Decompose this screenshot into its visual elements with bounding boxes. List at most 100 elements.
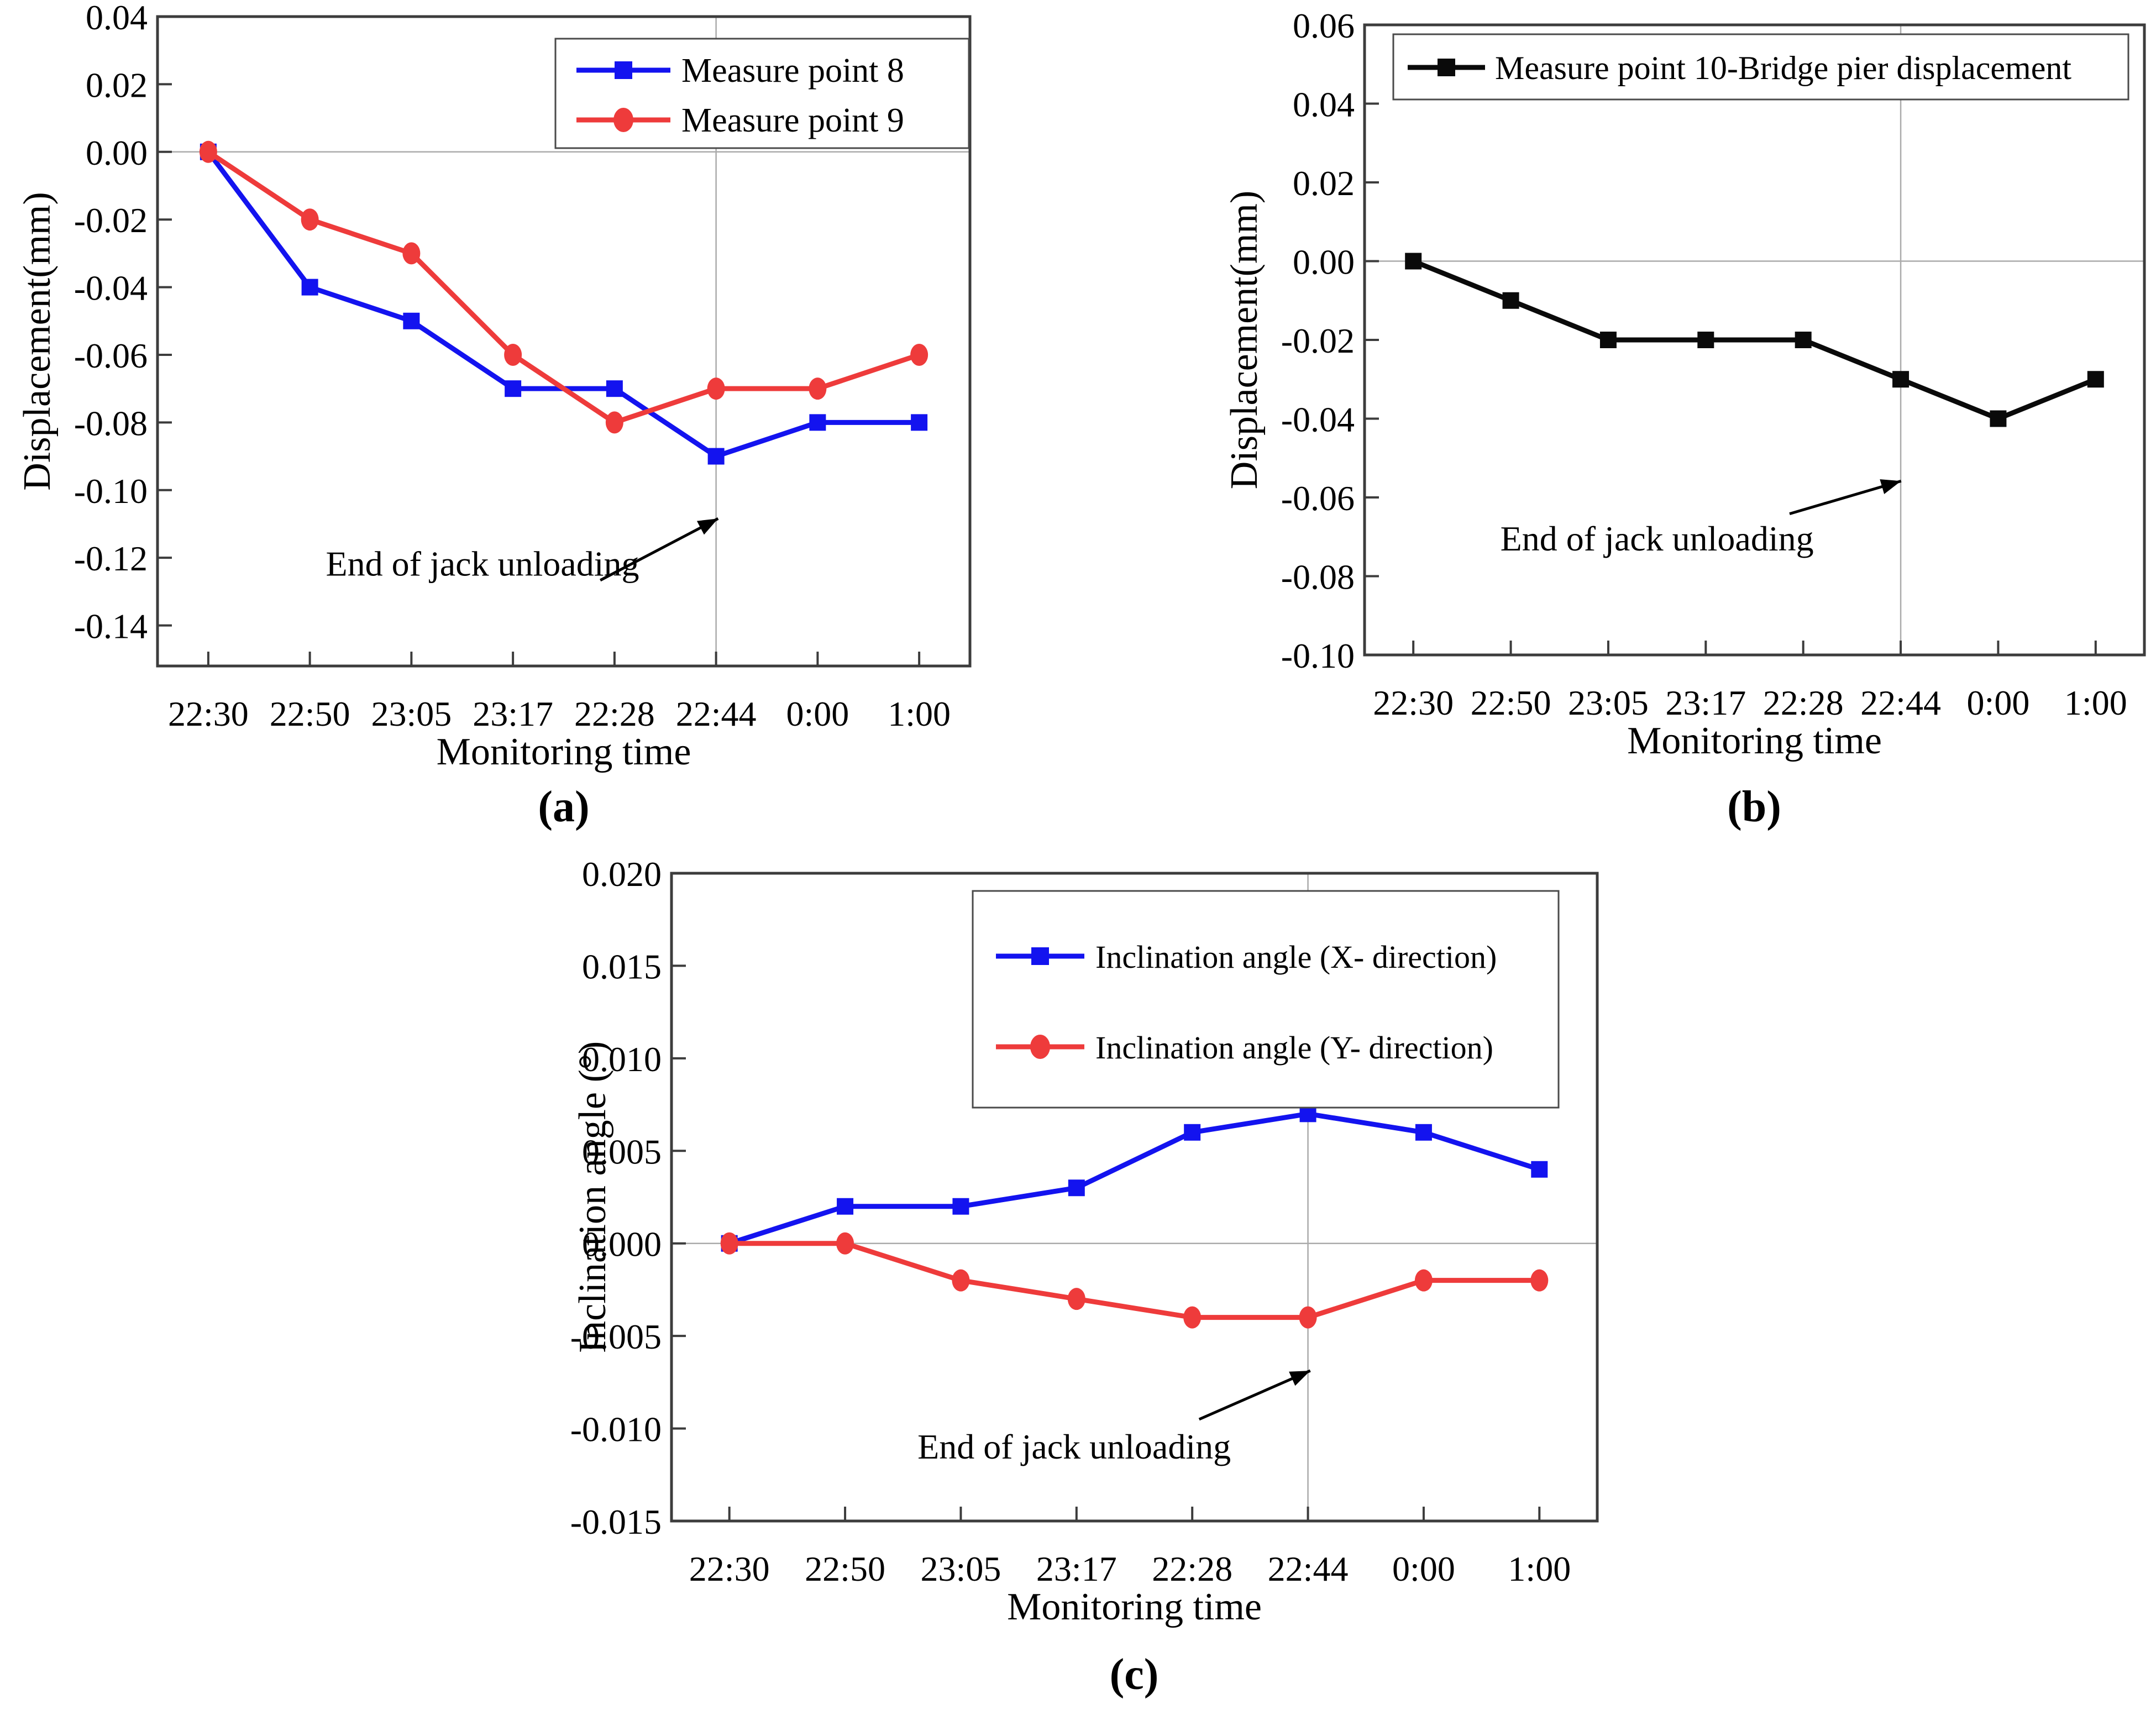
- y-tick-label: 0.015: [582, 947, 662, 986]
- series-marker-square: [505, 380, 522, 397]
- x-axis-title: Monitoring time: [1007, 1586, 1262, 1628]
- y-tick-label: 0.005: [582, 1132, 662, 1171]
- series-marker-circle: [952, 1269, 970, 1292]
- annotation-arrow-line: [1198, 1369, 1311, 1421]
- y-tick-label: -0.04: [74, 269, 148, 308]
- series-marker-square: [952, 1198, 969, 1215]
- chart-a-svg: 0.04 0.02 0.00 -0.02 -0.04 -0.06 -0.08 -0.10 -0.…: [16, 0, 972, 773]
- annotation-arrowhead: [696, 518, 718, 535]
- series-marker-square: [1415, 1124, 1432, 1141]
- legend-label: Inclination angle (X- direction): [1095, 939, 1497, 975]
- x-tick-label: 22:28: [574, 694, 655, 733]
- x-tick-label: 23:05: [921, 1549, 1001, 1588]
- y-axis-title: Inclination angle (°): [571, 1041, 614, 1353]
- series-marker-square: [301, 279, 318, 296]
- y-tick-label: 0.04: [1293, 85, 1355, 124]
- y-tick-label: -0.06: [74, 336, 148, 375]
- y-tick-label: -0.08: [74, 403, 148, 443]
- series-marker-circle: [301, 208, 319, 231]
- y-tick-label: -0.02: [1281, 321, 1355, 360]
- series-marker-circle: [1030, 1035, 1050, 1059]
- series-marker-square: [2087, 371, 2104, 388]
- series-marker-circle: [504, 343, 522, 366]
- x-tick-label: 1:00: [1508, 1549, 1571, 1588]
- y-axis-title: Displacement(mm): [16, 192, 59, 490]
- x-tick-label: 22:30: [1373, 683, 1454, 722]
- series-marker-square: [1697, 332, 1714, 348]
- series-marker-circle: [1530, 1269, 1549, 1292]
- series-marker-circle: [809, 377, 827, 400]
- legend-label: Measure point 8: [681, 52, 904, 90]
- series-marker-square: [809, 414, 826, 431]
- y-tick-label: -0.06: [1281, 479, 1355, 518]
- series-marker-circle: [199, 140, 217, 163]
- x-axis-title: Monitoring time: [437, 731, 691, 773]
- x-tick-label: 0:00: [1967, 683, 2030, 722]
- annotation-text: End of jack unloading: [326, 544, 639, 583]
- legend-label: Measure point 10-Bridge pier displacemen…: [1495, 50, 2071, 86]
- annotation-text: End of jack unloading: [917, 1427, 1231, 1466]
- annotation-arrowhead: [1880, 479, 1901, 494]
- series-marker-circle: [836, 1232, 854, 1255]
- x-tick-label: 0:00: [1392, 1549, 1455, 1588]
- series-line-1: [207, 150, 920, 426]
- series-marker-circle: [605, 411, 623, 434]
- plot-border: [670, 872, 1599, 1523]
- series-marker-circle: [1299, 1306, 1317, 1329]
- annotation-text: End of jack unloading: [1501, 519, 1814, 558]
- x-tick-label: 22:44: [676, 694, 757, 733]
- caption-c: (c): [1109, 1650, 1159, 1699]
- y-tick-label: -0.14: [74, 607, 148, 646]
- x-axis-title: Monitoring time: [1627, 720, 1882, 762]
- y-tick-label: -0.015: [570, 1502, 662, 1541]
- x-tick-label: 23:17: [473, 694, 553, 733]
- x-tick-label: 23:05: [371, 694, 452, 733]
- legend-label: Measure point 9: [681, 102, 904, 139]
- x-tick-label: 22:44: [1268, 1549, 1349, 1588]
- legend-box: [1392, 33, 2129, 101]
- series-marker-square: [1892, 371, 1910, 388]
- chart-c: 0.020 0.015 0.010 0.005 0.000 -0.005 -0.010 -0.…: [539, 854, 1617, 1715]
- x-tick-label: 23:17: [1036, 1549, 1117, 1588]
- y-tick-label: -0.10: [74, 471, 148, 511]
- series-marker-circle: [613, 108, 633, 132]
- series-marker-square: [911, 414, 928, 431]
- series-marker-circle: [720, 1232, 738, 1255]
- series-line-0: [206, 150, 920, 459]
- y-tick-label: -0.10: [1281, 636, 1355, 675]
- y-tick-label: 0.06: [1293, 6, 1355, 45]
- x-tick-label: 22:28: [1152, 1549, 1232, 1588]
- y-tick-label: -0.005: [570, 1317, 662, 1356]
- y-tick-label: -0.02: [74, 201, 148, 240]
- annotation-arrow-line: [599, 517, 719, 582]
- series-marker-square: [837, 1198, 854, 1215]
- y-axis-title: Displacement(mm): [1223, 191, 1266, 489]
- y-tick-label: 0.04: [86, 0, 148, 37]
- x-tick-label: 1:00: [2064, 683, 2127, 722]
- series-marker-square: [403, 312, 420, 329]
- x-tick-label: 22:50: [805, 1549, 885, 1588]
- chart-a: 0.04 0.02 0.00 -0.02 -0.04 -0.06 -0.08 -0.10 -0.…: [11, 0, 1034, 865]
- series-marker-square: [1795, 332, 1812, 348]
- series-line-0: [728, 1111, 1540, 1246]
- plot-border: [156, 15, 972, 668]
- series-marker-square: [615, 61, 632, 79]
- series-marker-square: [1068, 1179, 1085, 1197]
- series-marker-circle: [1183, 1306, 1202, 1329]
- x-tick-label: 23:05: [1568, 683, 1649, 722]
- x-tick-label: 23:17: [1665, 683, 1746, 722]
- annotation-arrowhead: [1289, 1371, 1310, 1386]
- series-marker-square: [606, 380, 623, 397]
- y-tick-label: 0.00: [1293, 243, 1355, 282]
- x-tick-label: 22:44: [1860, 683, 1941, 722]
- x-tick-label: 22:50: [1471, 683, 1551, 722]
- series-marker-circle: [402, 242, 421, 265]
- x-tick-label: 22:30: [689, 1549, 770, 1588]
- series-marker-square: [1502, 292, 1519, 309]
- y-tick-label: 0.000: [582, 1225, 662, 1264]
- series-marker-square: [1599, 332, 1617, 348]
- y-tick-label: -0.010: [570, 1410, 662, 1449]
- x-tick-label: 0:00: [786, 694, 849, 733]
- x-tick-label: 22:28: [1763, 683, 1844, 722]
